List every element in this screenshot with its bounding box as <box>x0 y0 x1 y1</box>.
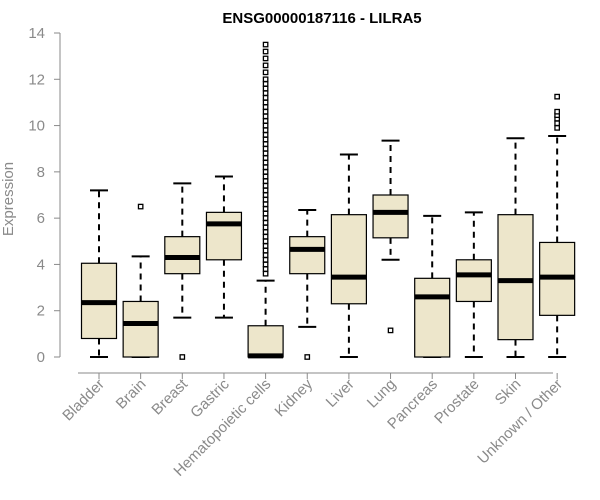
y-tick-label: 4 <box>37 256 45 273</box>
outlier-point <box>262 76 269 83</box>
outlier-point <box>387 327 394 334</box>
outlier-point <box>262 48 269 55</box>
y-tick-label: 2 <box>37 303 45 320</box>
y-tick-label: 8 <box>37 164 45 181</box>
outlier-point <box>262 252 269 259</box>
x-tick-label: Kidney <box>272 375 317 420</box>
box-breast <box>164 182 201 360</box>
outlier-point <box>262 219 269 226</box>
outlier-point <box>262 131 269 138</box>
outlier-point <box>262 266 269 272</box>
outlier-point <box>262 229 269 235</box>
outlier-point <box>262 243 269 249</box>
boxes <box>80 41 576 360</box>
y-axis-label: Expression <box>0 162 17 236</box>
outlier-point <box>262 118 269 124</box>
outlier-point <box>262 90 269 97</box>
box-liver <box>330 153 367 358</box>
outlier-point <box>554 120 561 127</box>
outlier-point <box>262 136 269 143</box>
outlier-point <box>262 187 269 194</box>
box-hematopoietic-cells <box>247 41 284 359</box>
box-gastric <box>205 175 243 319</box>
iqr-box <box>372 194 409 239</box>
outlier-point <box>262 113 269 120</box>
iqr-box <box>455 259 492 303</box>
outlier-point <box>137 203 144 210</box>
outlier-point <box>262 215 269 221</box>
y-tick-label: 10 <box>28 118 45 135</box>
outlier-point <box>262 210 269 217</box>
outlier-point <box>262 173 269 180</box>
outlier-point <box>304 354 311 360</box>
box-prostate <box>455 211 492 358</box>
outlier-point <box>179 354 186 360</box>
box-skin <box>497 137 534 358</box>
outlier-point <box>262 206 269 212</box>
iqr-box <box>330 214 367 305</box>
chart-title: ENSG00000187116 - LILRA5 <box>222 10 421 27</box>
outlier-point <box>554 125 561 131</box>
outlier-point <box>262 256 269 263</box>
x-tick-label: Liver <box>323 376 358 411</box>
x-tick-label: Breast <box>148 375 191 418</box>
x-tick-label: Brain <box>113 376 150 413</box>
x-tick-label: Prostate <box>431 376 483 428</box>
outlier-point <box>262 155 269 161</box>
outlier-point <box>262 99 269 106</box>
outlier-point <box>262 69 269 76</box>
outlier-point <box>262 104 269 110</box>
y-tick-label: 0 <box>37 349 45 366</box>
iqr-box <box>205 211 243 261</box>
y-tick-label: 14 <box>28 25 45 42</box>
outlier-point <box>262 238 269 245</box>
outlier-point <box>262 62 269 69</box>
outlier-point <box>262 127 269 134</box>
iqr-box <box>497 214 534 341</box>
outlier-point <box>554 93 561 100</box>
outlier-point <box>262 141 269 147</box>
iqr-box <box>122 300 159 358</box>
outlier-point <box>262 55 269 62</box>
box-unknown-other <box>539 93 576 358</box>
x-tick-label: Bladder <box>59 376 108 425</box>
outlier-point <box>262 85 269 92</box>
iqr-box <box>414 277 451 358</box>
outlier-point <box>262 122 269 129</box>
outlier-point <box>262 196 269 203</box>
box-pancreas <box>414 214 451 358</box>
y-tick-label: 6 <box>37 210 45 227</box>
box-bladder <box>80 189 118 358</box>
outlier-point <box>262 192 269 198</box>
outlier-point <box>262 41 269 48</box>
outlier-point <box>262 182 269 189</box>
outlier-point <box>262 247 269 254</box>
y-ticks: 0 2 4 6 8 10 12 14 <box>28 25 60 366</box>
outlier-point <box>262 178 269 184</box>
outlier-point <box>554 108 561 115</box>
outlier-point <box>262 201 269 208</box>
outlier-point <box>262 108 269 115</box>
x-tick-label: Lung <box>364 376 400 412</box>
outlier-point <box>262 150 269 157</box>
iqr-box <box>247 325 284 358</box>
box-lung <box>372 139 409 334</box>
outlier-point <box>262 81 269 87</box>
outlier-point <box>262 164 269 171</box>
outlier-point <box>262 224 269 231</box>
outlier-point <box>262 270 269 277</box>
outlier-point <box>262 159 269 166</box>
y-tick-label: 12 <box>28 71 45 88</box>
x-tick-label: Skin <box>492 376 525 409</box>
outlier-point <box>262 233 269 240</box>
box-brain <box>122 203 159 358</box>
iqr-box <box>289 236 326 275</box>
outlier-point <box>262 94 269 101</box>
outlier-point <box>262 145 269 152</box>
box-kidney <box>289 209 326 360</box>
outlier-point <box>262 261 269 268</box>
outlier-point <box>262 169 269 175</box>
